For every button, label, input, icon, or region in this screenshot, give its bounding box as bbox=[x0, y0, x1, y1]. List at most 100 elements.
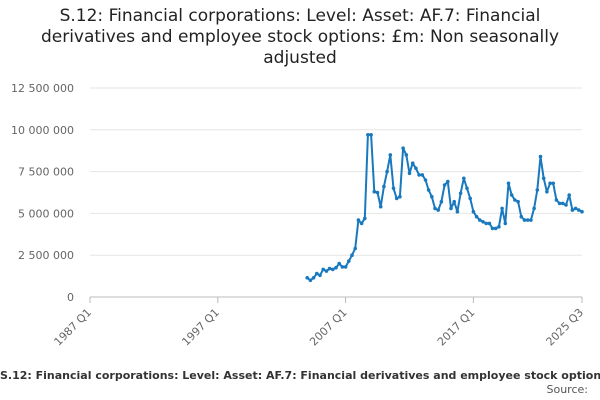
legend-label: S.12: Financial corporations: Level: Ass… bbox=[0, 369, 600, 382]
data-point bbox=[308, 278, 313, 283]
chart-title-line-2: derivatives and employee stock options: … bbox=[40, 27, 560, 47]
x-tick-label: 1987 Q1 bbox=[52, 306, 95, 349]
data-point bbox=[541, 176, 546, 181]
data-point bbox=[570, 208, 575, 212]
data-point bbox=[519, 214, 524, 219]
data-point bbox=[557, 201, 562, 206]
data-point bbox=[363, 216, 367, 221]
data-point bbox=[497, 225, 501, 229]
data-point bbox=[337, 261, 342, 266]
data-point bbox=[538, 154, 543, 159]
data-point bbox=[433, 206, 437, 211]
data-point bbox=[324, 269, 329, 273]
data-point bbox=[417, 173, 421, 177]
data-point bbox=[564, 203, 568, 207]
data-point bbox=[327, 266, 332, 271]
data-point bbox=[356, 218, 361, 222]
data-point bbox=[369, 133, 373, 137]
x-tick-label: 2007 Q1 bbox=[307, 306, 350, 349]
data-point bbox=[334, 265, 338, 270]
data-point bbox=[359, 221, 364, 226]
data-point bbox=[516, 199, 520, 204]
data-point bbox=[455, 209, 460, 214]
data-point bbox=[414, 166, 418, 171]
data-point bbox=[398, 194, 402, 199]
data-point bbox=[410, 161, 415, 165]
data-point bbox=[343, 265, 348, 269]
data-point bbox=[509, 193, 514, 197]
data-point bbox=[420, 173, 425, 177]
data-point bbox=[372, 189, 377, 194]
data-point bbox=[366, 133, 370, 137]
chart-title-line-1: S.12: Financial corporations: Level: Ass… bbox=[59, 6, 541, 26]
x-tick-label: 2025 Q3 bbox=[544, 306, 587, 349]
data-point bbox=[321, 267, 326, 272]
data-point bbox=[513, 198, 517, 202]
data-point bbox=[487, 221, 492, 226]
data-point bbox=[567, 193, 571, 197]
data-point bbox=[573, 206, 578, 211]
data-point bbox=[404, 153, 409, 157]
data-point bbox=[465, 186, 469, 191]
data-point bbox=[506, 181, 511, 186]
data-point bbox=[462, 176, 466, 181]
data-point bbox=[394, 196, 399, 201]
data-point bbox=[503, 221, 508, 226]
data-point bbox=[446, 179, 450, 184]
y-tick-label: 2 500 000 bbox=[18, 249, 74, 262]
data-point bbox=[391, 186, 396, 191]
data-point bbox=[545, 189, 549, 194]
data-point bbox=[449, 206, 453, 211]
data-point bbox=[311, 276, 316, 280]
chart-title-line-3: adjusted bbox=[263, 48, 337, 68]
data-point bbox=[315, 271, 319, 276]
y-tick-label: 5 000 000 bbox=[18, 207, 74, 220]
data-point bbox=[577, 208, 581, 212]
data-point bbox=[561, 201, 565, 206]
data-point bbox=[350, 253, 354, 257]
data-point bbox=[452, 199, 457, 204]
data-point bbox=[318, 273, 322, 278]
y-tick-label: 10 000 000 bbox=[11, 124, 74, 137]
data-point bbox=[385, 169, 389, 174]
data-point bbox=[500, 206, 504, 211]
data-point bbox=[481, 220, 485, 224]
data-point bbox=[474, 214, 479, 219]
data-point bbox=[493, 226, 498, 231]
chart-title: S.12: Financial corporations: Level: Ass… bbox=[0, 6, 600, 69]
data-point bbox=[378, 204, 383, 209]
x-tick-label: 1997 Q1 bbox=[179, 306, 222, 349]
data-point bbox=[340, 265, 345, 269]
data-point bbox=[580, 209, 584, 214]
data-point bbox=[551, 181, 555, 186]
data-point bbox=[430, 194, 434, 199]
data-point bbox=[353, 246, 358, 251]
source-note: Source: bbox=[546, 383, 589, 396]
x-tick-label: 2017 Q1 bbox=[435, 306, 478, 349]
data-point bbox=[401, 146, 405, 150]
data-point bbox=[426, 188, 431, 192]
data-point bbox=[478, 218, 482, 222]
data-point bbox=[548, 181, 552, 186]
data-point bbox=[468, 196, 473, 201]
data-point bbox=[532, 206, 536, 211]
data-point bbox=[471, 209, 476, 214]
data-point bbox=[436, 208, 441, 212]
data-point bbox=[522, 218, 527, 222]
data-point bbox=[439, 199, 444, 204]
data-point bbox=[484, 221, 489, 226]
data-point bbox=[535, 188, 540, 192]
data-point bbox=[525, 218, 530, 222]
data-point bbox=[347, 259, 351, 263]
y-tick-label: 12 500 000 bbox=[11, 82, 74, 95]
y-tick-label: 0 bbox=[67, 291, 74, 304]
y-tick-label: 7 500 000 bbox=[18, 166, 74, 179]
data-point bbox=[423, 178, 428, 182]
data-point bbox=[407, 171, 412, 176]
data-point bbox=[442, 183, 447, 187]
data-point bbox=[554, 198, 559, 202]
data-point bbox=[458, 191, 463, 196]
data-point bbox=[305, 276, 310, 280]
data-point bbox=[388, 153, 393, 157]
